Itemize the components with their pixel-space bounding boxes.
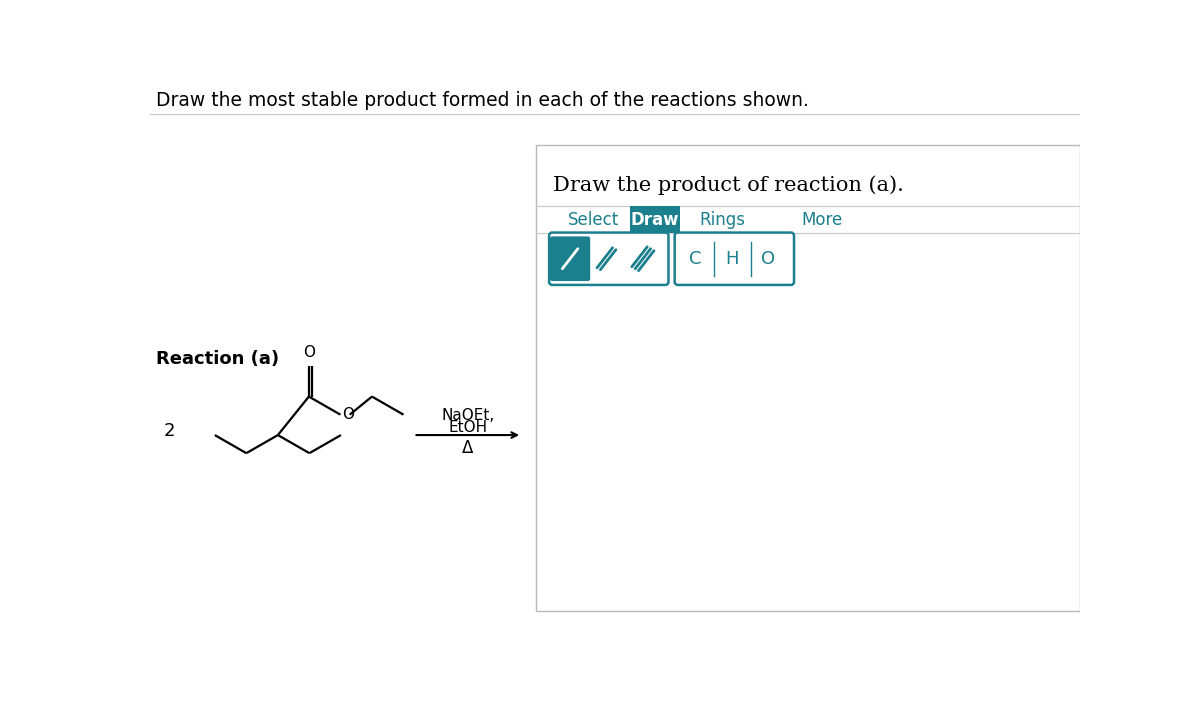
FancyBboxPatch shape bbox=[550, 232, 668, 285]
Text: Rings: Rings bbox=[700, 211, 745, 229]
Text: O: O bbox=[302, 345, 314, 359]
Text: O: O bbox=[761, 250, 775, 268]
Text: C: C bbox=[689, 250, 702, 268]
Text: Reaction (a): Reaction (a) bbox=[156, 350, 280, 369]
Text: 2: 2 bbox=[164, 422, 175, 441]
FancyBboxPatch shape bbox=[550, 237, 590, 281]
Text: NaOEt,: NaOEt, bbox=[442, 408, 494, 423]
Bar bbox=[630, 206, 680, 233]
Text: Select: Select bbox=[568, 211, 619, 229]
Text: Draw: Draw bbox=[631, 211, 679, 229]
Text: More: More bbox=[802, 211, 842, 229]
Text: O: O bbox=[342, 407, 354, 422]
Text: Draw the product of reaction (a).: Draw the product of reaction (a). bbox=[553, 176, 904, 196]
Bar bbox=[536, 145, 1080, 611]
Text: Δ: Δ bbox=[462, 439, 474, 457]
Text: EtOH: EtOH bbox=[448, 419, 487, 435]
Text: Draw the most stable product formed in each of the reactions shown.: Draw the most stable product formed in e… bbox=[156, 91, 809, 110]
FancyBboxPatch shape bbox=[674, 232, 794, 285]
Text: H: H bbox=[725, 250, 739, 268]
